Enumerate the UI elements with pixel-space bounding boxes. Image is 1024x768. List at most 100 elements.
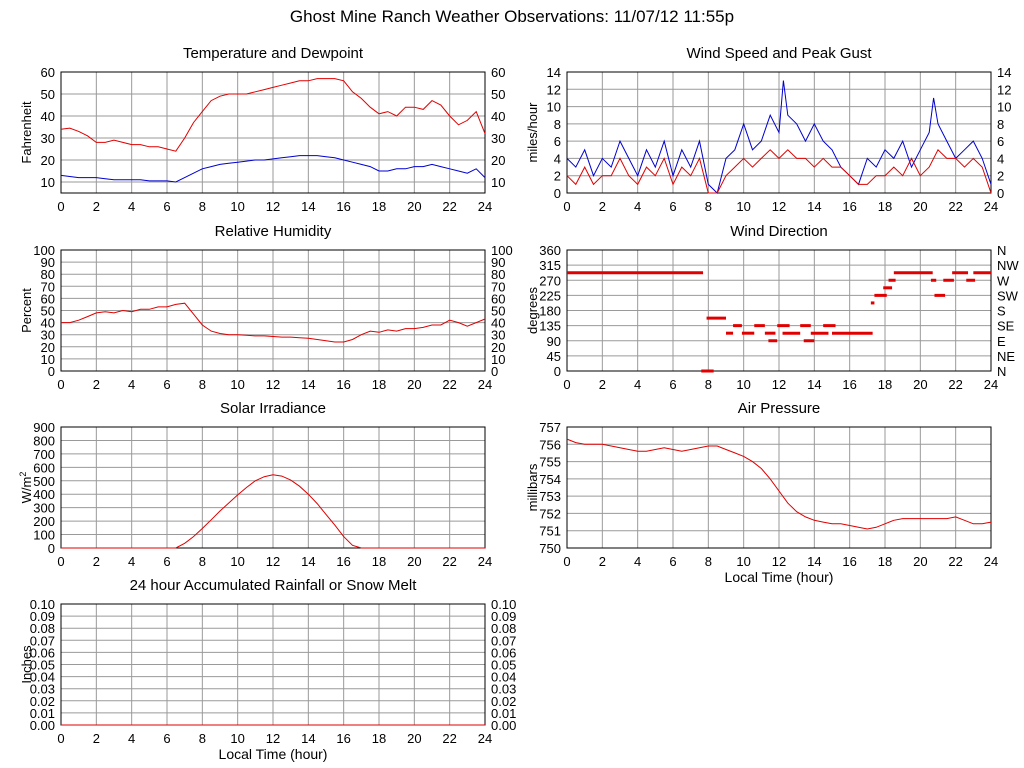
y-tick-label: 751 <box>539 524 561 539</box>
y-tick-label-right: 60 <box>491 291 505 306</box>
y-tick-label: 0.04 <box>30 670 55 685</box>
x-tick-label: 22 <box>442 731 456 746</box>
x-tick-label: 4 <box>128 377 135 392</box>
x-tick-label: 18 <box>878 199 892 214</box>
y-axis-label: Percent <box>19 288 34 333</box>
y-tick-label: 0 <box>48 364 55 379</box>
y-tick-label-right: 40 <box>491 316 505 331</box>
y-axis-label-text: millibars <box>525 463 540 511</box>
series-line-0 <box>61 302 486 343</box>
y-tick-label-right: 4 <box>997 151 1004 166</box>
x-tick-label: 16 <box>842 554 856 569</box>
x-tick-label: 16 <box>336 199 350 214</box>
x-tick-label: 14 <box>807 554 821 569</box>
y-tick-label-right: 30 <box>491 131 505 146</box>
y-axis-label-text: Fahrenheit <box>19 101 34 164</box>
compass-label: S <box>997 304 1006 319</box>
x-tick-label: 0 <box>57 199 64 214</box>
x-tick-label: 22 <box>442 377 456 392</box>
chart-title: Temperature and Dewpoint <box>183 45 364 62</box>
x-tick-label: 6 <box>669 377 676 392</box>
y-tick-label: 0 <box>554 186 561 201</box>
x-tick-label: 10 <box>230 554 244 569</box>
x-tick-label: 24 <box>984 377 998 392</box>
x-tick-label: 18 <box>372 199 386 214</box>
y-tick-label-right: 30 <box>491 328 505 343</box>
y-tick-label-right: 0.01 <box>491 706 516 721</box>
y-tick-label: 60 <box>41 291 55 306</box>
x-tick-label: 10 <box>230 199 244 214</box>
y-tick-label-right: 10 <box>997 100 1011 115</box>
x-tick-label: 0 <box>563 377 570 392</box>
y-axis-label-text: W/m <box>19 477 34 504</box>
y-tick-label-right: 0.05 <box>491 658 516 673</box>
x-tick-label: 10 <box>230 731 244 746</box>
y-tick-label-right: 14 <box>997 65 1011 80</box>
x-tick-label: 8 <box>705 554 712 569</box>
y-tick-label: 100 <box>33 528 55 543</box>
x-tick-label: 14 <box>807 199 821 214</box>
x-tick-label: 8 <box>705 377 712 392</box>
y-tick-label-right: 0 <box>491 364 498 379</box>
x-tick-label: 14 <box>807 377 821 392</box>
x-tick-label: 24 <box>478 731 492 746</box>
x-tick-label: 6 <box>163 199 170 214</box>
y-tick-label-right: 0 <box>997 186 1004 201</box>
x-tick-label: 6 <box>669 199 676 214</box>
y-tick-label-right: 70 <box>491 279 505 294</box>
x-tick-label: 12 <box>772 554 786 569</box>
x-tick-label: 4 <box>128 554 135 569</box>
y-tick-label-right: 20 <box>491 340 505 355</box>
y-tick-label: 4 <box>554 151 561 166</box>
x-tick-label: 14 <box>301 554 315 569</box>
x-tick-label: 4 <box>634 377 641 392</box>
y-tick-label: 0 <box>48 541 55 556</box>
y-tick-label: 10 <box>41 175 55 190</box>
y-tick-label: 6 <box>554 134 561 149</box>
y-tick-label: 800 <box>33 433 55 448</box>
y-tick-label: 756 <box>539 437 561 452</box>
x-tick-label: 22 <box>442 554 456 569</box>
x-tick-label: 14 <box>301 199 315 214</box>
x-tick-label: 8 <box>199 731 206 746</box>
y-tick-label-right: 12 <box>997 82 1011 97</box>
x-tick-label: 18 <box>372 731 386 746</box>
y-tick-label: 700 <box>33 447 55 462</box>
y-tick-label: 315 <box>539 258 561 273</box>
x-tick-label: 8 <box>199 199 206 214</box>
y-tick-label: 100 <box>33 243 55 258</box>
y-tick-label: 50 <box>41 304 55 319</box>
y-tick-label: 0.01 <box>30 706 55 721</box>
x-tick-label: 24 <box>478 199 492 214</box>
y-tick-label-right: 60 <box>491 65 505 80</box>
chart-title: Solar Irradiance <box>220 400 326 417</box>
y-tick-label: 754 <box>539 472 561 487</box>
y-tick-label: 225 <box>539 288 561 303</box>
plot-frame <box>566 249 992 372</box>
x-tick-label: 24 <box>478 377 492 392</box>
series-line-0 <box>566 438 992 530</box>
y-tick-label: 14 <box>547 65 561 80</box>
chart-rain: 24 hour Accumulated Rainfall or Snow Mel… <box>19 577 516 762</box>
y-tick-label: 200 <box>33 514 55 529</box>
y-tick-label: 2 <box>554 169 561 184</box>
compass-label: W <box>997 273 1010 288</box>
x-tick-label: 12 <box>266 199 280 214</box>
y-tick-label: 500 <box>33 474 55 489</box>
y-tick-label-right: 50 <box>491 304 505 319</box>
x-tick-label: 20 <box>407 554 421 569</box>
y-tick-label-right: 2 <box>997 169 1004 184</box>
x-tick-label: 6 <box>163 377 170 392</box>
x-tick-label: 16 <box>336 731 350 746</box>
y-axis-label: millibars <box>525 463 540 511</box>
y-tick-label: 60 <box>41 65 55 80</box>
y-tick-label: 40 <box>41 109 55 124</box>
x-tick-label: 2 <box>599 199 606 214</box>
y-tick-label-right: 10 <box>491 352 505 367</box>
x-tick-label: 12 <box>266 731 280 746</box>
x-tick-label: 20 <box>407 377 421 392</box>
